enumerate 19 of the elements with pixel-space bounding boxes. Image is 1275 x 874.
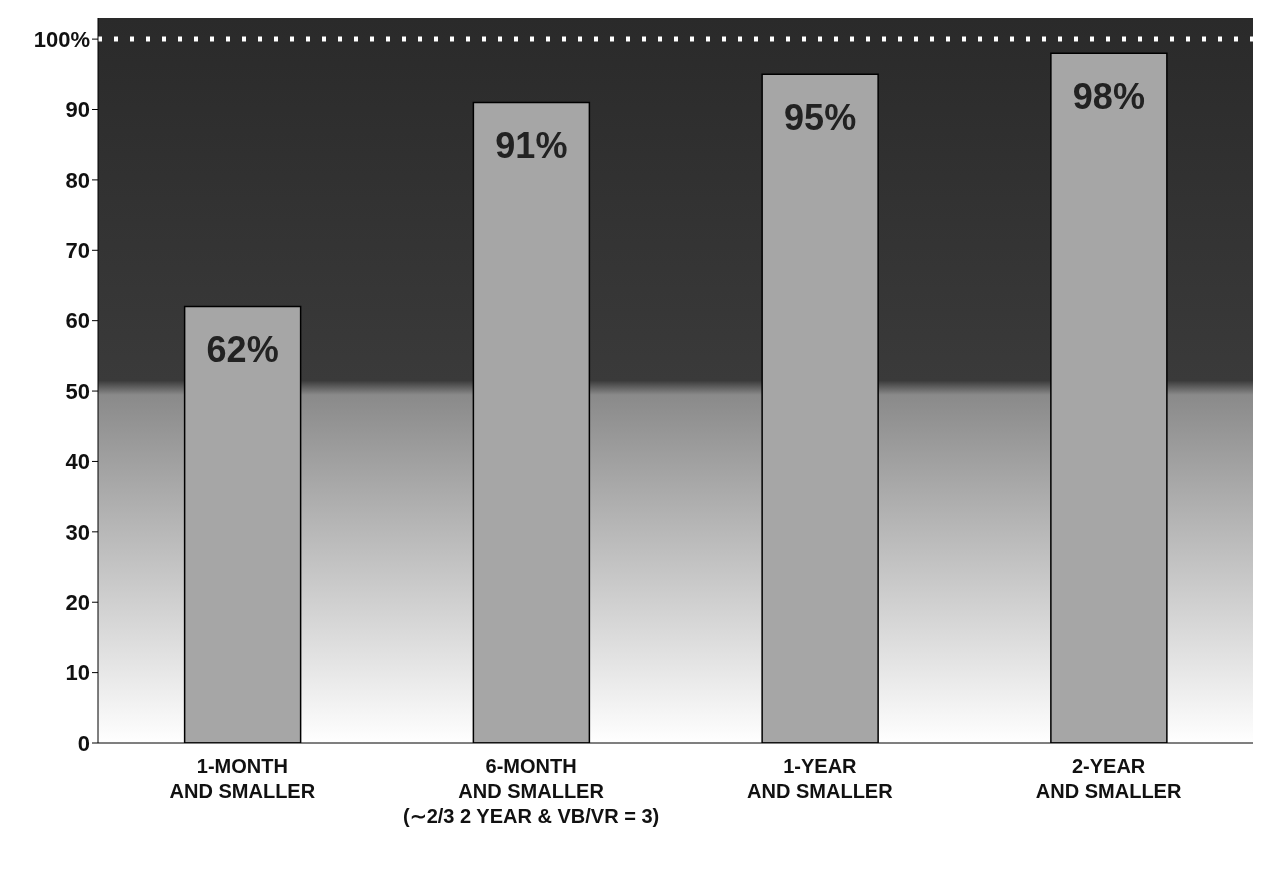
- x-tick-label: 1-YEAR AND SMALLER: [747, 755, 894, 802]
- data-label: 62%: [206, 329, 279, 371]
- y-tick-label: 70: [65, 238, 90, 264]
- x-tick-label: 6-MONTH AND SMALLER (∼2/3 2 YEAR & VB/VR = 3): [403, 755, 660, 827]
- y-tick-label: 50: [65, 378, 90, 404]
- y-tick-label: 40: [65, 449, 90, 475]
- y-tick-label: 10: [65, 660, 90, 686]
- data-label: 91%: [495, 125, 568, 167]
- x-tick-label: 1-MONTH AND SMALLER: [169, 755, 316, 802]
- y-tick-label: 20: [65, 590, 90, 616]
- y-tick-label: 80: [65, 167, 90, 193]
- x-tick-label: 2-YEAR AND SMALLER: [1035, 755, 1182, 802]
- y-tick-label: 60: [65, 308, 90, 334]
- y-tick-label: 90: [65, 97, 90, 123]
- y-tick-label: 0: [77, 730, 90, 756]
- y-tick-label: 30: [65, 519, 90, 545]
- data-label: 95%: [784, 96, 857, 138]
- y-tick-label: 100%: [33, 26, 90, 52]
- data-label: 98%: [1072, 75, 1145, 117]
